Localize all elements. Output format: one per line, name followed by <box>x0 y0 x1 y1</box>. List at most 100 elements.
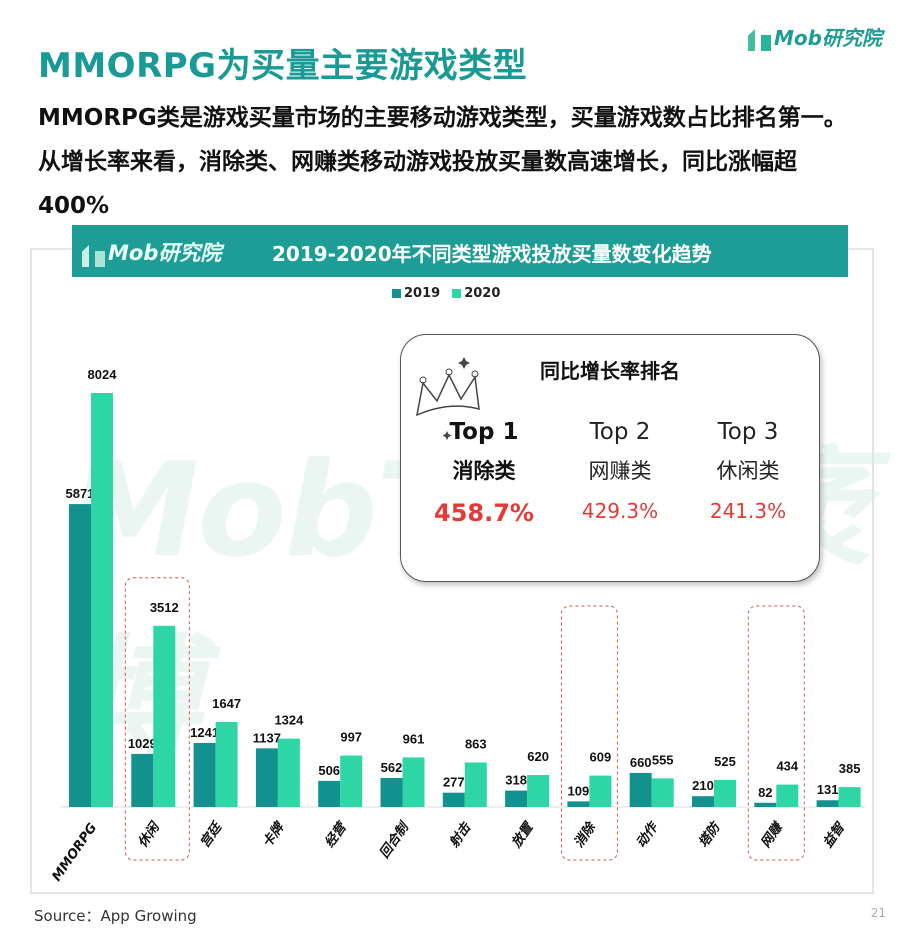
rank-label: Top 2 <box>589 419 651 445</box>
bar-2019 <box>69 504 91 807</box>
bar-2020 <box>527 775 550 807</box>
highlight-box <box>560 605 618 861</box>
crown-icon <box>416 357 480 440</box>
data-label-2019: 506 <box>318 763 340 778</box>
bar-2020 <box>776 784 799 807</box>
data-label-2019: 660 <box>630 755 652 770</box>
data-label-2020: 863 <box>465 736 487 751</box>
data-label-2019: 277 <box>443 775 465 790</box>
bar-2019 <box>255 748 278 807</box>
bar-2020 <box>340 755 363 807</box>
legend-2019: 2019 <box>392 286 440 301</box>
bar-2019 <box>567 801 590 807</box>
bar-2019 <box>816 800 839 807</box>
rank-growth: 241.3% <box>709 499 787 523</box>
ranking-title: 同比增长率排名 <box>540 359 680 383</box>
chart-title: 2019-2020年不同类型游戏投放买量数变化趋势 <box>272 242 712 266</box>
bar-2019 <box>629 772 652 807</box>
data-label-2019: 5871 <box>66 486 95 501</box>
data-label-2019: 1137 <box>253 730 281 745</box>
data-label-2020: 555 <box>652 752 674 767</box>
bar-2019 <box>131 753 154 807</box>
chart-brand-logo: Mob研究院 <box>82 237 221 267</box>
legend-swatch-2020 <box>452 289 462 298</box>
data-label-2019: 131 <box>817 782 839 797</box>
rank-item-1: Top 1 消除类 458.7% <box>419 419 549 527</box>
x-tick-label: 休闲 <box>135 818 164 850</box>
data-label-2020: 961 <box>403 731 425 746</box>
x-tick-label: 益智 <box>820 818 849 850</box>
highlight-box <box>747 605 805 861</box>
bar-2019 <box>193 742 216 807</box>
data-label-2020: 1324 <box>274 713 304 728</box>
legend-swatch-2019 <box>392 289 401 298</box>
data-label-2019: 210 <box>692 778 714 793</box>
data-label-2019: 82 <box>758 785 772 800</box>
page-subtitle: MMORPG类是游戏买量市场的主要移动游戏类型，买量游戏数占比排名第一。从增长率… <box>38 105 847 219</box>
bar-2020 <box>215 722 238 807</box>
bar-2019 <box>754 802 777 807</box>
rank-category: 消除类 <box>452 459 516 483</box>
bar-2020 <box>838 787 861 807</box>
x-tick-label: 动作 <box>633 818 663 851</box>
x-tick-label: 网赚 <box>758 818 787 850</box>
x-tick-label: 塔防 <box>695 818 724 850</box>
x-tick-label: 回合制 <box>376 818 413 862</box>
highlight-box <box>124 577 190 861</box>
legend-label: 2019 <box>404 286 441 301</box>
data-label-2020: 8024 <box>88 367 118 382</box>
data-label-2020: 609 <box>590 750 612 765</box>
bar-2019 <box>692 796 714 807</box>
data-label-2019: 1241 <box>190 725 219 740</box>
bar-2019 <box>442 792 465 807</box>
rank-label: Top 1 <box>449 419 519 445</box>
brand-logo: Mob研究院 <box>748 22 882 51</box>
rank-category: 休闲类 <box>716 459 780 483</box>
data-label-2020: 620 <box>527 749 549 764</box>
rank-growth: 429.3% <box>581 499 659 523</box>
bar-2020 <box>714 779 736 807</box>
rank-growth: 458.7% <box>434 499 534 527</box>
chart-legend: 2019 2020 <box>392 286 500 301</box>
bar-2020 <box>589 775 612 807</box>
data-label-2020: 525 <box>714 754 736 769</box>
bar-2019 <box>505 790 528 807</box>
source-note: Source：App Growing <box>34 907 197 925</box>
page-number: 21 <box>870 906 886 920</box>
data-label-2020: 3512 <box>150 600 179 615</box>
data-label-2020: 1647 <box>212 696 241 711</box>
x-tick-label: 射击 <box>446 819 475 850</box>
rank-category: 网赚类 <box>588 459 652 483</box>
x-tick-label: 放置 <box>508 818 538 851</box>
data-label-2020: 997 <box>340 730 362 745</box>
x-tick-label: 经营 <box>321 818 351 851</box>
bar-2020 <box>277 738 300 807</box>
bar-2020 <box>651 778 674 807</box>
legend-2020: 2020 <box>452 286 500 301</box>
bar-2019 <box>318 780 341 807</box>
data-label-2020: 385 <box>839 761 861 776</box>
x-tick-label: MMORPG <box>49 820 100 884</box>
page-title: MMORPG为买量主要游戏类型 <box>38 46 528 86</box>
data-label-2019: 562 <box>381 760 403 775</box>
bar-2020 <box>402 757 425 807</box>
x-tick-label: 消除 <box>571 818 600 850</box>
rank-label: Top 3 <box>717 419 779 445</box>
x-tick-label: 宫廷 <box>197 818 226 850</box>
chart-header: Mob研究院 2019-2020年不同类型游戏投放买量数变化趋势 <box>72 225 848 277</box>
chart-brand-text: Mob研究院 <box>108 241 222 265</box>
bar-2019 <box>380 778 403 807</box>
data-label-2019: 1029 <box>128 736 157 751</box>
data-label-2020: 434 <box>776 759 798 774</box>
data-label-2019: 318 <box>505 773 527 788</box>
brand-text: Mob研究院 <box>774 26 882 50</box>
legend-label: 2020 <box>464 286 501 301</box>
x-tick-label: 卡牌 <box>259 818 288 850</box>
data-label-2019: 109 <box>568 783 590 798</box>
bar-2020 <box>91 393 113 807</box>
rank-item-2: Top 2 网赚类 429.3% <box>555 419 685 523</box>
bar-2020 <box>153 625 176 807</box>
rank-item-3: Top 3 休闲类 241.3% <box>683 419 813 523</box>
